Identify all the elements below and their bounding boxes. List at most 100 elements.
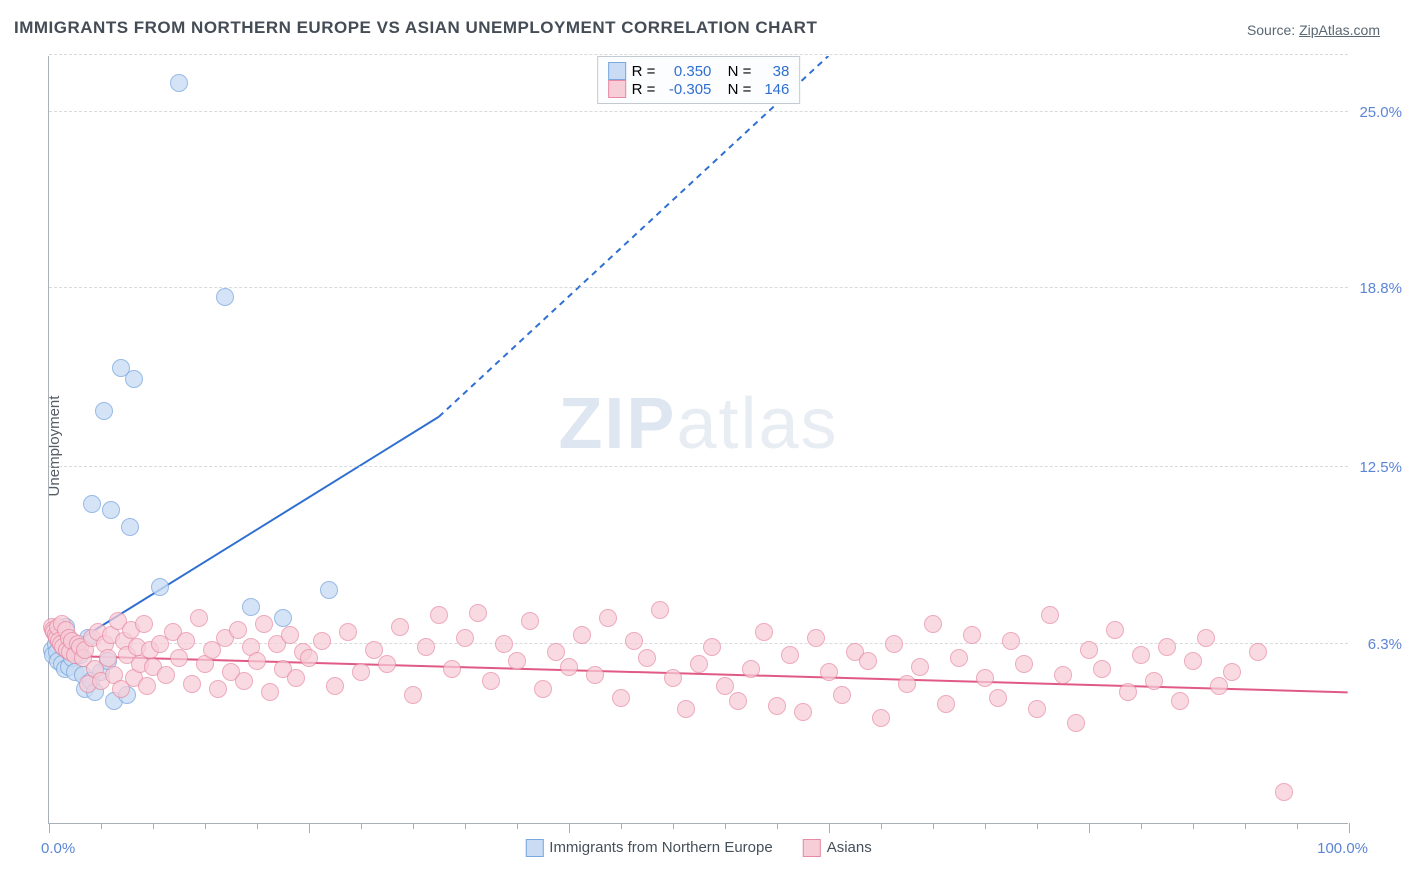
data-point-pink[interactable] bbox=[417, 638, 435, 656]
data-point-pink[interactable] bbox=[170, 649, 188, 667]
data-point-pink[interactable] bbox=[287, 669, 305, 687]
data-point-blue[interactable] bbox=[151, 578, 169, 596]
data-point-pink[interactable] bbox=[911, 658, 929, 676]
data-point-pink[interactable] bbox=[859, 652, 877, 670]
data-point-pink[interactable] bbox=[612, 689, 630, 707]
data-point-pink[interactable] bbox=[1184, 652, 1202, 670]
data-point-pink[interactable] bbox=[638, 649, 656, 667]
data-point-pink[interactable] bbox=[885, 635, 903, 653]
data-point-pink[interactable] bbox=[443, 660, 461, 678]
data-point-pink[interactable] bbox=[599, 609, 617, 627]
swatch-pink-icon bbox=[803, 839, 821, 857]
data-point-pink[interactable] bbox=[1054, 666, 1072, 684]
data-point-blue[interactable] bbox=[274, 609, 292, 627]
data-point-pink[interactable] bbox=[378, 655, 396, 673]
data-point-pink[interactable] bbox=[794, 703, 812, 721]
legend-item-blue: Immigrants from Northern Europe bbox=[525, 839, 772, 857]
data-point-pink[interactable] bbox=[963, 626, 981, 644]
data-point-pink[interactable] bbox=[690, 655, 708, 673]
data-point-pink[interactable] bbox=[508, 652, 526, 670]
data-point-pink[interactable] bbox=[729, 692, 747, 710]
data-point-pink[interactable] bbox=[703, 638, 721, 656]
data-point-pink[interactable] bbox=[456, 629, 474, 647]
data-point-pink[interactable] bbox=[976, 669, 994, 687]
data-point-pink[interactable] bbox=[781, 646, 799, 664]
data-point-pink[interactable] bbox=[1041, 606, 1059, 624]
data-point-pink[interactable] bbox=[313, 632, 331, 650]
data-point-pink[interactable] bbox=[430, 606, 448, 624]
data-point-blue[interactable] bbox=[95, 402, 113, 420]
data-point-pink[interactable] bbox=[820, 663, 838, 681]
data-point-pink[interactable] bbox=[391, 618, 409, 636]
data-point-pink[interactable] bbox=[898, 675, 916, 693]
data-point-pink[interactable] bbox=[989, 689, 1007, 707]
data-point-pink[interactable] bbox=[1080, 641, 1098, 659]
data-point-pink[interactable] bbox=[1028, 700, 1046, 718]
data-point-pink[interactable] bbox=[135, 615, 153, 633]
data-point-blue[interactable] bbox=[83, 495, 101, 513]
data-point-pink[interactable] bbox=[573, 626, 591, 644]
data-point-pink[interactable] bbox=[560, 658, 578, 676]
data-point-pink[interactable] bbox=[99, 649, 117, 667]
data-point-pink[interactable] bbox=[625, 632, 643, 650]
data-point-blue[interactable] bbox=[170, 74, 188, 92]
data-point-pink[interactable] bbox=[1197, 629, 1215, 647]
data-point-pink[interactable] bbox=[281, 626, 299, 644]
data-point-pink[interactable] bbox=[1119, 683, 1137, 701]
data-point-pink[interactable] bbox=[534, 680, 552, 698]
data-point-blue[interactable] bbox=[242, 598, 260, 616]
data-point-pink[interactable] bbox=[495, 635, 513, 653]
data-point-pink[interactable] bbox=[1171, 692, 1189, 710]
data-point-blue[interactable] bbox=[125, 370, 143, 388]
data-point-pink[interactable] bbox=[1067, 714, 1085, 732]
data-point-pink[interactable] bbox=[248, 652, 266, 670]
data-point-pink[interactable] bbox=[1106, 621, 1124, 639]
data-point-pink[interactable] bbox=[521, 612, 539, 630]
data-point-pink[interactable] bbox=[190, 609, 208, 627]
data-point-pink[interactable] bbox=[742, 660, 760, 678]
data-point-pink[interactable] bbox=[300, 649, 318, 667]
data-point-pink[interactable] bbox=[326, 677, 344, 695]
data-point-pink[interactable] bbox=[1158, 638, 1176, 656]
data-point-pink[interactable] bbox=[404, 686, 422, 704]
data-point-pink[interactable] bbox=[1093, 660, 1111, 678]
data-point-blue[interactable] bbox=[320, 581, 338, 599]
data-point-pink[interactable] bbox=[1015, 655, 1033, 673]
data-point-pink[interactable] bbox=[177, 632, 195, 650]
data-point-pink[interactable] bbox=[229, 621, 247, 639]
data-point-pink[interactable] bbox=[1145, 672, 1163, 690]
data-point-blue[interactable] bbox=[121, 518, 139, 536]
data-point-blue[interactable] bbox=[102, 501, 120, 519]
data-point-pink[interactable] bbox=[755, 623, 773, 641]
data-point-pink[interactable] bbox=[937, 695, 955, 713]
data-point-pink[interactable] bbox=[255, 615, 273, 633]
data-point-pink[interactable] bbox=[664, 669, 682, 687]
data-point-pink[interactable] bbox=[677, 700, 695, 718]
data-point-pink[interactable] bbox=[209, 680, 227, 698]
data-point-pink[interactable] bbox=[157, 666, 175, 684]
data-point-pink[interactable] bbox=[872, 709, 890, 727]
data-point-pink[interactable] bbox=[1002, 632, 1020, 650]
data-point-pink[interactable] bbox=[183, 675, 201, 693]
data-point-pink[interactable] bbox=[339, 623, 357, 641]
data-point-blue[interactable] bbox=[216, 288, 234, 306]
data-point-pink[interactable] bbox=[768, 697, 786, 715]
data-point-pink[interactable] bbox=[482, 672, 500, 690]
data-point-pink[interactable] bbox=[586, 666, 604, 684]
data-point-pink[interactable] bbox=[352, 663, 370, 681]
data-point-pink[interactable] bbox=[469, 604, 487, 622]
data-point-pink[interactable] bbox=[261, 683, 279, 701]
data-point-pink[interactable] bbox=[1223, 663, 1241, 681]
data-point-pink[interactable] bbox=[1275, 783, 1293, 801]
data-point-pink[interactable] bbox=[924, 615, 942, 633]
data-point-pink[interactable] bbox=[651, 601, 669, 619]
source-link[interactable]: ZipAtlas.com bbox=[1299, 22, 1380, 38]
data-point-pink[interactable] bbox=[138, 677, 156, 695]
data-point-pink[interactable] bbox=[1210, 677, 1228, 695]
data-point-pink[interactable] bbox=[807, 629, 825, 647]
data-point-pink[interactable] bbox=[1249, 643, 1267, 661]
data-point-pink[interactable] bbox=[833, 686, 851, 704]
data-point-pink[interactable] bbox=[235, 672, 253, 690]
data-point-pink[interactable] bbox=[950, 649, 968, 667]
data-point-pink[interactable] bbox=[1132, 646, 1150, 664]
